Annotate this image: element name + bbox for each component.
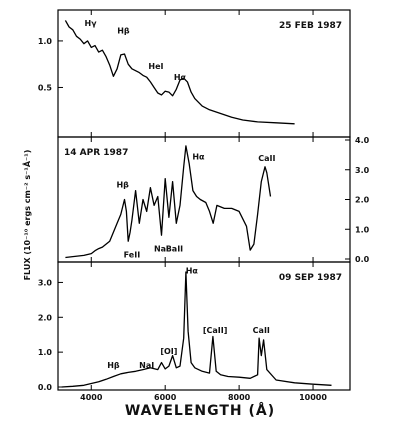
- y-tick-label: 2.0: [38, 313, 53, 322]
- x-tick-label: 8000: [228, 393, 251, 402]
- line-annotation: Hβ: [117, 26, 130, 35]
- y-tick-label: 0.5: [38, 83, 53, 92]
- line-annotation: NaI: [139, 361, 154, 370]
- x-axis-title: WAVELENGTH (Å): [125, 402, 275, 419]
- x-tick-label: 6000: [154, 393, 177, 402]
- y-tick-label: 3.0: [355, 166, 370, 175]
- y-tick-label: 1.0: [355, 225, 370, 234]
- panel-frame: [57, 261, 351, 391]
- panel-date-label: 09 SEP 1987: [279, 273, 342, 283]
- line-annotation: Hα: [192, 152, 205, 161]
- line-annotation: [OI]: [160, 347, 177, 356]
- spectrum-line-3: [61, 271, 332, 388]
- line-annotation: Hα: [186, 267, 199, 276]
- spectrum-line-2: [65, 145, 272, 259]
- y-tick-label: 0.0: [355, 255, 370, 264]
- y-tick-label: 1.0: [38, 348, 53, 357]
- x-tick-label: 4000: [80, 393, 103, 402]
- line-annotation: BaII: [166, 245, 183, 254]
- y-tick-label: 3.0: [38, 278, 53, 287]
- y-tick-label: 2.0: [355, 196, 370, 205]
- panels-group: 0.5 1.0 25 FEB 1987 Hγ Hβ HeI Hα 0.0 1.0 2.0 3.0 4.…: [38, 9, 370, 402]
- y-tick-label: 1.0: [38, 37, 53, 46]
- line-annotation: Hβ: [116, 181, 129, 190]
- line-annotation: CaII: [258, 154, 275, 163]
- y-tick-label: 0.0: [38, 383, 53, 392]
- line-annotation: CaII: [253, 326, 270, 335]
- line-annotation: Hβ: [107, 361, 120, 370]
- y-tick-label: 4.0: [355, 136, 370, 145]
- spectrum-line-1: [64, 20, 295, 125]
- line-annotation: NaI: [154, 245, 169, 254]
- line-annotation: [CaII]: [203, 326, 228, 335]
- panel-date-label: 14 APR 1987: [64, 148, 128, 158]
- line-annotation: Hα: [174, 73, 187, 82]
- line-annotation: FeII: [124, 251, 141, 260]
- x-tick-label: 10000: [299, 393, 327, 402]
- panel-date-label: 25 FEB 1987: [279, 21, 342, 31]
- line-annotation: Hγ: [84, 19, 97, 28]
- line-annotation: HeI: [148, 62, 163, 71]
- y-axis-title: FLUX (10⁻¹⁰ ergs cm⁻² s⁻¹Å⁻¹): [22, 150, 32, 281]
